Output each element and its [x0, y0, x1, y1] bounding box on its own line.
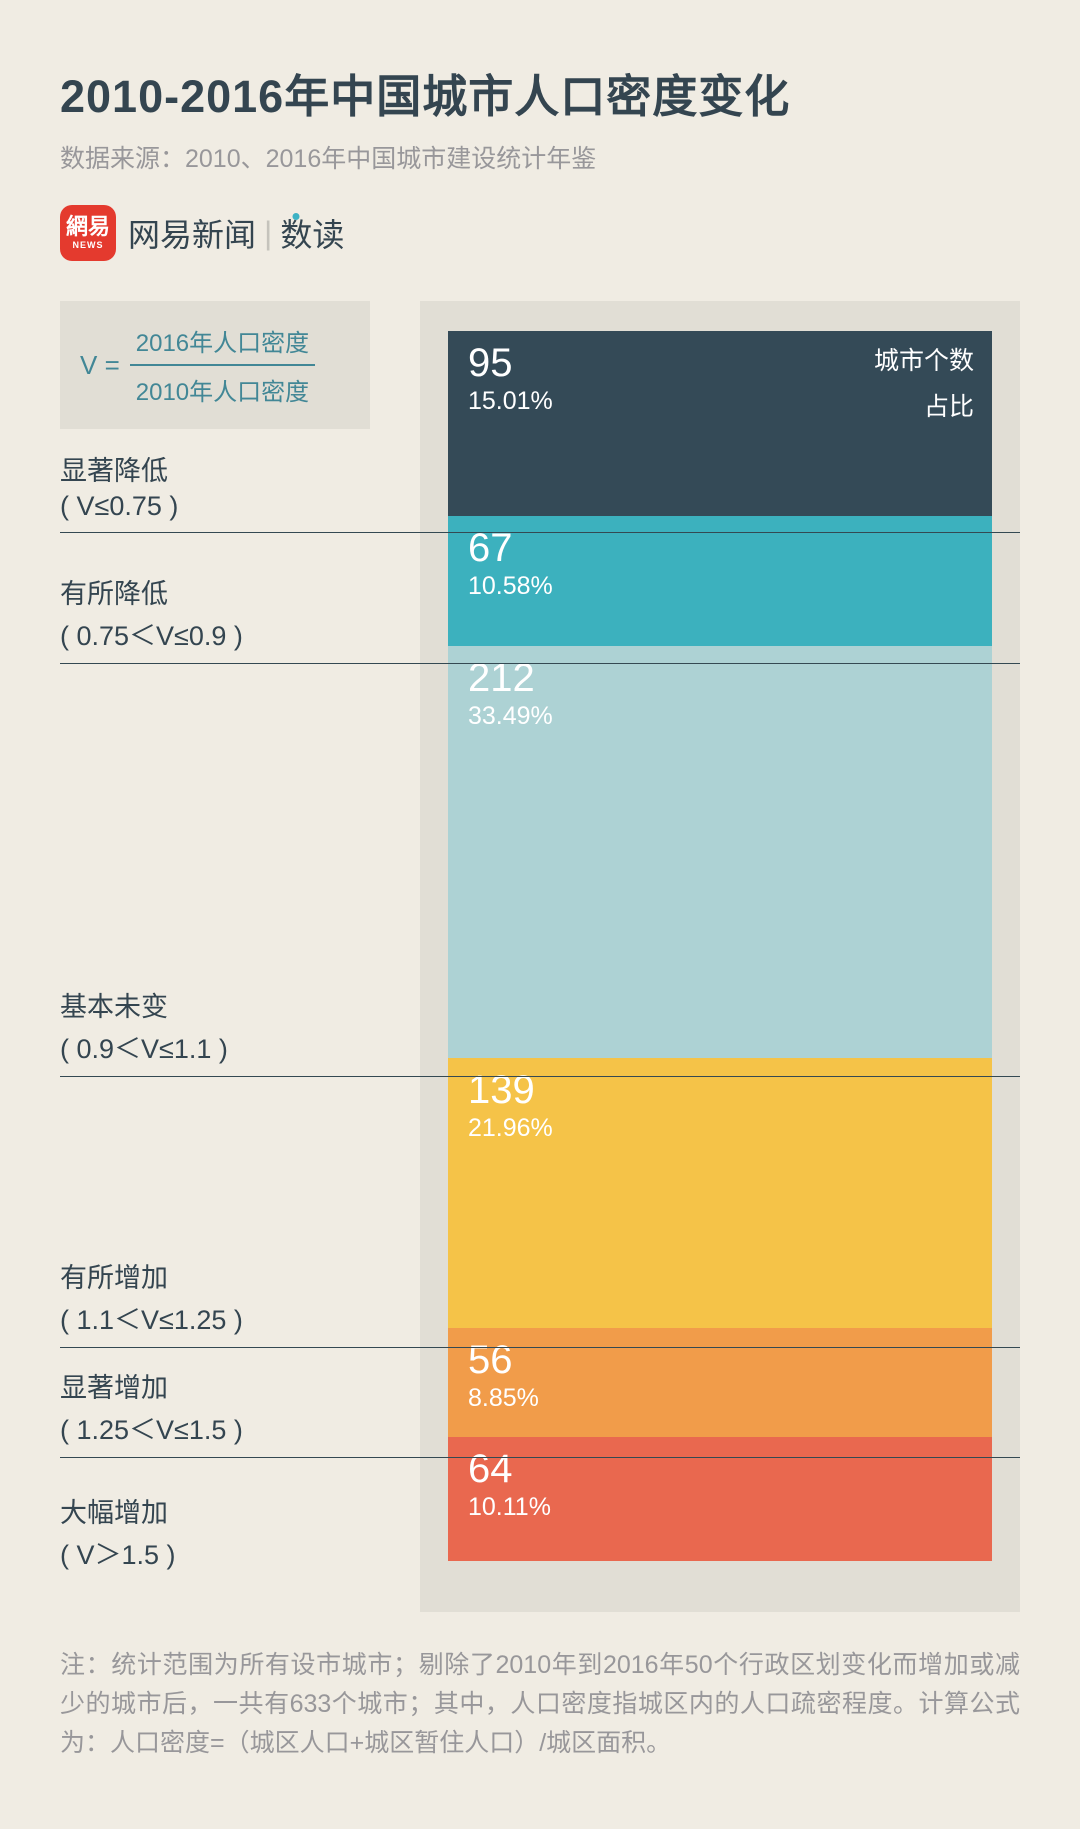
category-name: 有所增加: [60, 1256, 402, 1295]
category-name: 大幅增加: [60, 1491, 402, 1530]
category-label: 有所增加( 1.1＜V≤1.25 ): [60, 1077, 420, 1347]
category-divider: [60, 532, 1020, 533]
category-label: 大幅增加( V＞1.5 ): [60, 1458, 420, 1582]
category-name: 基本未变: [60, 985, 402, 1024]
category-range: ( V＞1.5 ): [60, 1533, 402, 1572]
bar-percent: 33.49%: [468, 702, 972, 731]
spacer: [60, 1582, 420, 1612]
chart-bar: 9515.01%城市个数占比: [448, 331, 992, 516]
chart-bar: 13921.96%: [448, 1058, 992, 1328]
formula-denominator: 2010年人口密度: [130, 366, 315, 409]
legend-row-pct: 占比: [912, 387, 974, 423]
netease-logo: 網易 NEWS: [60, 205, 116, 261]
legend-row-count: 城市个数: [862, 341, 974, 377]
page-title: 2010-2016年中国城市人口密度变化: [60, 60, 1020, 125]
formula-lhs: V =: [80, 350, 120, 381]
brand-row: 網易 NEWS 网易新闻 | 数读: [60, 205, 1020, 261]
bar-legend: 城市个数占比: [538, 331, 974, 423]
category-label: 显著增加( 1.25＜V≤1.5 ): [60, 1348, 420, 1457]
category-range: ( 1.25＜V≤1.5 ): [60, 1408, 402, 1447]
chart-bar: 6410.11%: [448, 1437, 992, 1561]
category-label: 基本未变( 0.9＜V≤1.1 ): [60, 664, 420, 1076]
category-range: ( V≤0.75 ): [60, 491, 402, 522]
formula-box: V = 2016年人口密度 2010年人口密度: [60, 301, 370, 429]
brand-divider: |: [264, 215, 272, 252]
bar-count: 139: [468, 1068, 972, 1112]
chart-bar: 21233.49%: [448, 646, 992, 1058]
category-label: 显著降低( V≤0.75 ): [60, 429, 420, 532]
page-subtitle: 数据来源：2010、2016年中国城市建设统计年鉴: [60, 139, 1020, 175]
category-divider: [60, 1347, 1020, 1348]
bar-count: 56: [468, 1338, 972, 1382]
category-divider: [60, 1457, 1020, 1458]
bar-percent: 10.11%: [468, 1493, 972, 1522]
category-name: 显著增加: [60, 1366, 402, 1405]
logo-text: 網易: [66, 216, 110, 238]
category-label: 有所降低( 0.75＜V≤0.9 ): [60, 533, 420, 663]
brand-text: 网易新闻 | 数读: [128, 210, 344, 256]
category-range: ( 1.1＜V≤1.25 ): [60, 1298, 402, 1337]
category-range: ( 0.9＜V≤1.1 ): [60, 1027, 402, 1066]
brand-section: 数读: [280, 210, 344, 256]
brand-name: 网易新闻: [128, 210, 256, 256]
chart-right-bars: 9515.01%城市个数占比6710.58%21233.49%13921.96%…: [420, 301, 1020, 1612]
formula-fraction: 2016年人口密度 2010年人口密度: [130, 321, 315, 409]
category-name: 显著降低: [60, 449, 402, 488]
bar-percent: 8.85%: [468, 1384, 972, 1413]
bar-count: 64: [468, 1447, 972, 1491]
footnote: 注：统计范围为所有设市城市；剔除了2010年到2016年50个行政区划变化而增加…: [60, 1646, 1020, 1762]
chart-left-labels: V = 2016年人口密度 2010年人口密度 显著降低( V≤0.75 )有所…: [60, 301, 420, 1612]
bar-percent: 21.96%: [468, 1114, 972, 1143]
category-name: 有所降低: [60, 572, 402, 611]
category-range: ( 0.75＜V≤0.9 ): [60, 614, 402, 653]
legend-pct-label: 占比: [924, 387, 974, 423]
chart: V = 2016年人口密度 2010年人口密度 显著降低( V≤0.75 )有所…: [60, 301, 1020, 1612]
bar-percent: 10.58%: [468, 572, 972, 601]
legend-count-label: 城市个数: [874, 341, 974, 377]
logo-subtext: NEWS: [73, 241, 104, 250]
chart-bar: 6710.58%: [448, 516, 992, 646]
category-divider: [60, 663, 1020, 664]
chart-bar: 568.85%: [448, 1328, 992, 1437]
category-divider: [60, 1076, 1020, 1077]
formula-numerator: 2016年人口密度: [130, 321, 315, 366]
